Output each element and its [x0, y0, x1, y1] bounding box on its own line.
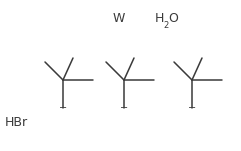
Text: W: W	[113, 11, 125, 24]
Text: HBr: HBr	[5, 116, 28, 129]
Text: 2: 2	[163, 21, 168, 30]
Text: −: −	[120, 103, 128, 113]
Text: −: −	[59, 103, 67, 113]
Text: H: H	[155, 11, 164, 24]
Text: −: −	[188, 103, 196, 113]
Text: O: O	[168, 11, 178, 24]
